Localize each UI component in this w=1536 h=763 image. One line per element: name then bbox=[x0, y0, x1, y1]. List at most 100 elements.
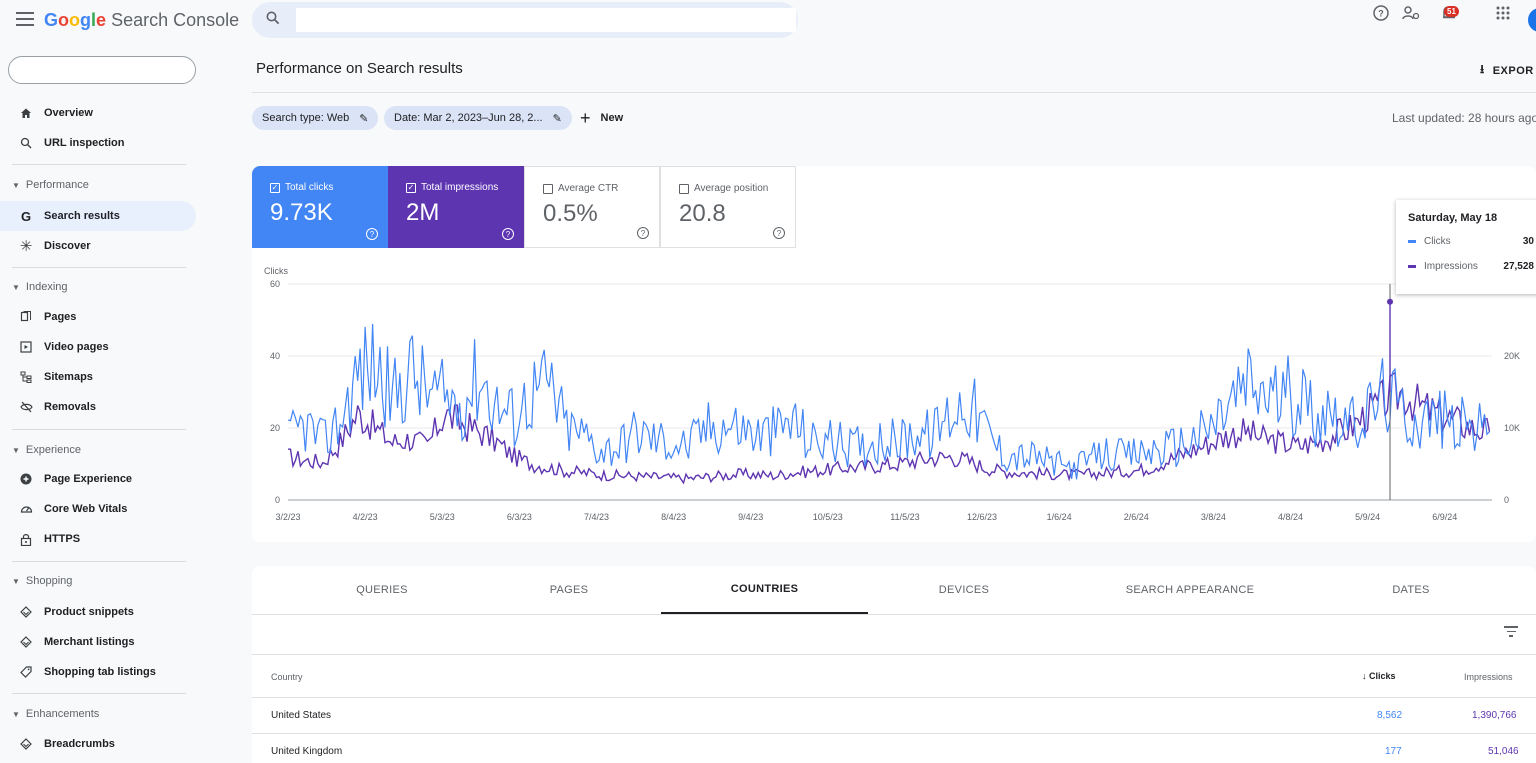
product-name: Search Console bbox=[111, 10, 240, 30]
chart-tooltip: Saturday, May 18 Clicks 30 Impressions 2… bbox=[1396, 200, 1536, 294]
table-cell-clicks: 8,562 bbox=[1377, 710, 1403, 721]
sidebar-section-shopping[interactable]: ▼ Shopping bbox=[12, 575, 72, 587]
apps-grid-icon[interactable] bbox=[1490, 0, 1516, 26]
sidebar-divider bbox=[12, 693, 186, 694]
sidebar-item-sitemaps[interactable]: Sitemaps bbox=[0, 362, 196, 392]
sidebar-item-overview[interactable]: Overview bbox=[0, 98, 196, 128]
sidebar-item-video-pages[interactable]: Video pages bbox=[0, 332, 196, 362]
table-cell-clicks: 177 bbox=[1385, 746, 1402, 757]
column-header-clicks[interactable]: ↓ Clicks bbox=[1362, 671, 1396, 681]
checkbox-unchecked-icon[interactable] bbox=[679, 183, 689, 194]
checkbox-checked-icon[interactable]: ✓ bbox=[270, 182, 280, 193]
filter-rows-icon[interactable] bbox=[1504, 626, 1518, 640]
users-settings-icon[interactable] bbox=[1398, 0, 1424, 26]
tooltip-row-impressions: Impressions 27,528 bbox=[1408, 261, 1534, 272]
tooltip-value: 30 bbox=[1522, 236, 1534, 247]
new-filter-button[interactable]: + New bbox=[580, 106, 623, 130]
sidebar-item-breadcrumbs[interactable]: Breadcrumbs bbox=[0, 729, 196, 759]
app-logo[interactable]: Google Search Console bbox=[44, 10, 239, 31]
caret-down-icon: ▼ bbox=[12, 709, 20, 719]
caret-down-icon: ▼ bbox=[12, 282, 20, 292]
sidebar-section-experience[interactable]: ▼ Experience bbox=[12, 444, 81, 456]
sidebar-section-performance[interactable]: ▼ Performance bbox=[12, 179, 89, 191]
diamond-icon bbox=[18, 604, 34, 620]
tab-devices[interactable]: DEVICES bbox=[938, 584, 990, 596]
sidebar-divider bbox=[12, 164, 186, 165]
video-pages-icon bbox=[18, 339, 34, 355]
menu-icon[interactable] bbox=[16, 12, 34, 26]
tab-dates[interactable]: DATES bbox=[1392, 584, 1430, 596]
metric-label: ✓ Total impressions bbox=[406, 182, 524, 193]
metric-value: 20.8 bbox=[679, 200, 726, 227]
checkbox-unchecked-icon[interactable] bbox=[543, 183, 553, 194]
sidebar-item-label: HTTPS bbox=[44, 533, 81, 545]
download-icon: ⭳ bbox=[1480, 62, 1485, 76]
top-bar: Google Search Console ? 51 bbox=[0, 0, 1536, 44]
sidebar-item-discover[interactable]: ✳ Discover bbox=[0, 231, 196, 261]
sidebar-item-shopping-tab-listings[interactable]: Shopping tab listings bbox=[0, 657, 196, 687]
sidebar-item-removals[interactable]: Removals bbox=[0, 392, 196, 422]
inspect-url-searchbar[interactable] bbox=[252, 2, 798, 38]
metric-label: ✓ Total clicks bbox=[270, 182, 388, 193]
chip-label: Search type: Web bbox=[262, 112, 350, 124]
y-tick-label: 40 bbox=[270, 351, 280, 361]
row-divider bbox=[252, 654, 1536, 655]
sidebar: Overview URL inspection ▼ Performance G … bbox=[0, 44, 210, 763]
section-label: Performance bbox=[25, 179, 89, 191]
tab-countries[interactable]: COUNTRIES bbox=[661, 566, 868, 614]
metric-card-average-position[interactable]: Average position 20.8 ? bbox=[660, 166, 796, 248]
sidebar-item-pages[interactable]: Pages bbox=[0, 302, 196, 332]
search-input[interactable] bbox=[296, 8, 796, 32]
metric-card-total-impressions[interactable]: ✓ Total impressions 2M ? bbox=[388, 166, 524, 248]
page-experience-icon bbox=[18, 471, 34, 487]
help-icon[interactable]: ? bbox=[1368, 0, 1394, 26]
metric-card-total-clicks[interactable]: ✓ Total clicks 9.73K ? bbox=[252, 166, 388, 248]
metric-label-text: Total impressions bbox=[421, 182, 499, 193]
sidebar-item-url-inspection[interactable]: URL inspection bbox=[0, 128, 196, 158]
x-tick-label: 6/3/23 bbox=[507, 512, 532, 522]
checkbox-checked-icon[interactable]: ✓ bbox=[406, 182, 416, 193]
tab-search-appearance[interactable]: SEARCH APPEARANCE bbox=[1125, 584, 1255, 596]
date-filter-chip[interactable]: Date: Mar 2, 2023–Jun 28, 2... ✎ bbox=[384, 106, 572, 130]
y2-tick-label: 0 bbox=[1504, 495, 1509, 505]
metric-value: 0.5% bbox=[543, 200, 598, 227]
account-avatar[interactable] bbox=[1528, 8, 1536, 32]
sidebar-item-https[interactable]: HTTPS bbox=[0, 524, 196, 554]
sidebar-item-search-results[interactable]: G Search results bbox=[0, 201, 196, 231]
x-tick-label: 2/6/24 bbox=[1124, 512, 1149, 522]
help-icon[interactable]: ? bbox=[502, 228, 514, 240]
property-selector[interactable] bbox=[8, 56, 196, 84]
help-icon[interactable]: ? bbox=[773, 227, 785, 239]
x-tick-label: 5/3/23 bbox=[430, 512, 455, 522]
removals-icon bbox=[18, 399, 34, 415]
export-button[interactable]: ⭳ EXPOR bbox=[1480, 60, 1534, 81]
x-tick-label: 3/2/23 bbox=[275, 512, 300, 522]
performance-line-chart[interactable]: Clicks 0 20 40 60 0 10K 20K 3/2/23 4/2/23 5/3/23 6/… bbox=[252, 262, 1536, 530]
plus-icon: + bbox=[580, 107, 591, 128]
sidebar-section-indexing[interactable]: ▼ Indexing bbox=[12, 281, 68, 293]
metric-card-average-ctr[interactable]: Average CTR 0.5% ? bbox=[524, 166, 660, 248]
column-header-country[interactable]: Country bbox=[271, 672, 303, 682]
caret-down-icon: ▼ bbox=[12, 445, 20, 455]
sidebar-item-product-snippets[interactable]: Product snippets bbox=[0, 597, 196, 627]
x-tick-label: 5/9/24 bbox=[1355, 512, 1380, 522]
help-icon[interactable]: ? bbox=[637, 227, 649, 239]
sidebar-item-core-web-vitals[interactable]: Core Web Vitals bbox=[0, 494, 196, 524]
x-tick-label: 4/8/24 bbox=[1278, 512, 1303, 522]
tab-queries[interactable]: QUERIES bbox=[356, 584, 408, 596]
tab-pages[interactable]: PAGES bbox=[549, 584, 589, 596]
sidebar-item-merchant-listings[interactable]: Merchant listings bbox=[0, 627, 196, 657]
sidebar-item-page-experience[interactable]: Page Experience bbox=[0, 464, 196, 494]
x-tick-label: 8/4/23 bbox=[661, 512, 686, 522]
search-type-filter-chip[interactable]: Search type: Web ✎ bbox=[252, 106, 379, 130]
sidebar-section-enhancements[interactable]: ▼ Enhancements bbox=[12, 708, 99, 720]
new-label: New bbox=[600, 112, 624, 124]
diamond-icon bbox=[18, 736, 34, 752]
help-icon[interactable]: ? bbox=[366, 228, 378, 240]
edit-pencil-icon: ✎ bbox=[552, 112, 562, 125]
x-tick-label: 11/5/23 bbox=[890, 512, 919, 522]
performance-chart-card: ✓ Total clicks 9.73K ? ✓ Total impressions… bbox=[252, 166, 1536, 542]
column-header-impressions[interactable]: Impressions bbox=[1464, 672, 1513, 682]
metric-label-text: Total clicks bbox=[285, 182, 334, 193]
tooltip-date: Saturday, May 18 bbox=[1408, 212, 1498, 224]
